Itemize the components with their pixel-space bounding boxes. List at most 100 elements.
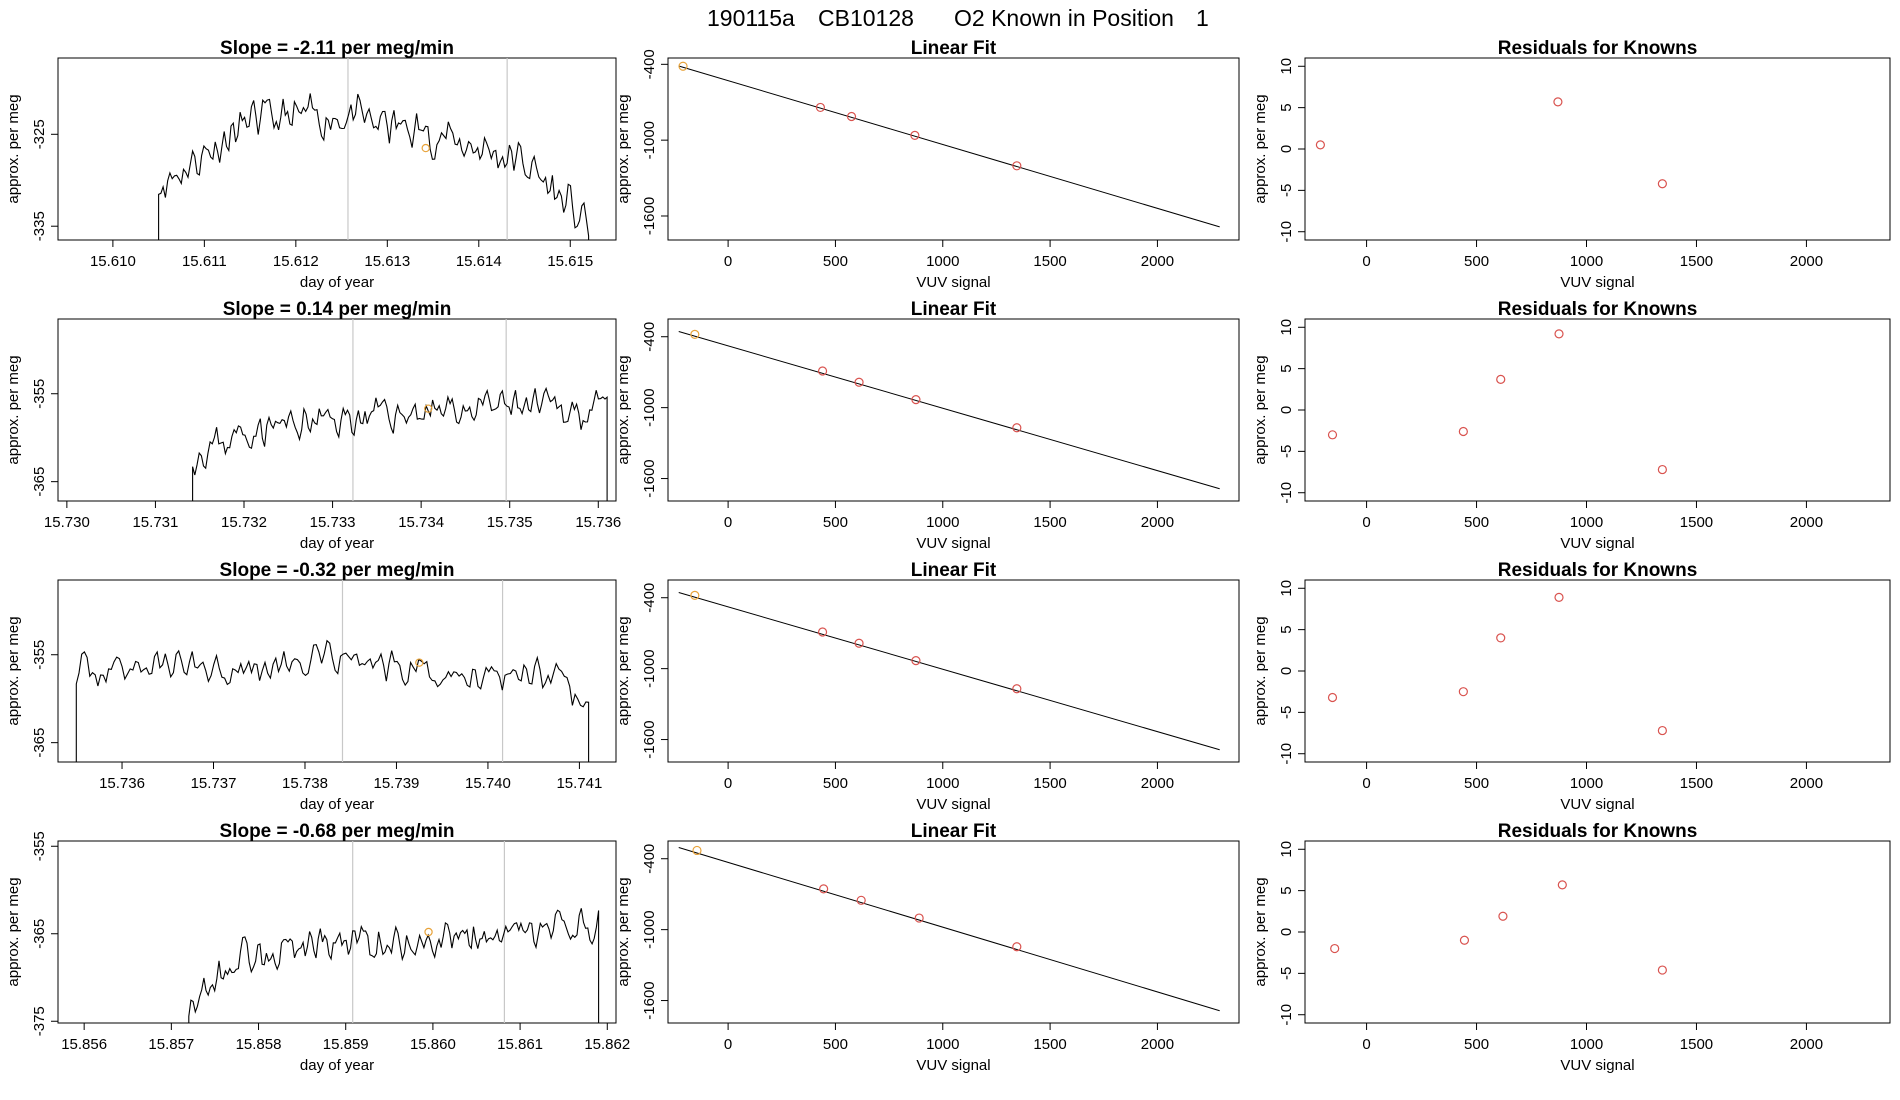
fit-point (911, 655, 921, 666)
y-tick-label: -335 (31, 211, 48, 241)
x-axis-label: VUV signal (916, 535, 990, 552)
panel-time-4: Slope = -0.68 per meg/min day of year appr… (5, 821, 630, 1074)
figure-title-tank: CB10128 (818, 5, 914, 31)
figure-title-position: 1 (1196, 5, 1209, 31)
fit-line (678, 331, 1220, 490)
y-tick-label: -1600 (641, 720, 658, 758)
panel-title: Slope = -0.68 per meg/min (220, 821, 455, 842)
x-tick-label: 500 (823, 253, 848, 270)
x-tick-label: 1500 (1680, 1036, 1713, 1053)
y-tick-label: -400 (641, 844, 658, 874)
panel-resid-1: Residuals for Knowns VUV signal approx. pe… (1252, 38, 1891, 291)
panel-frame (1304, 318, 1891, 502)
x-axis-label: VUV signal (1560, 1057, 1634, 1074)
fit-point (817, 627, 828, 637)
x-tick-label: 1500 (1680, 514, 1713, 531)
x-axis-label: VUV signal (1560, 796, 1634, 813)
x-tick-label: 15.610 (90, 253, 136, 270)
y-tick-label: -5 (1278, 184, 1295, 197)
y-tick-label: -10 (1278, 221, 1295, 243)
residual-point (1657, 179, 1667, 189)
x-tick-label: 1000 (926, 514, 959, 531)
x-tick-label: 1000 (926, 1036, 959, 1053)
fit-point (1012, 161, 1022, 171)
panel-frame (667, 318, 1240, 502)
x-axis-label: VUV signal (1560, 274, 1634, 291)
x-tick-label: 1000 (926, 775, 959, 792)
x-tick-label: 15.734 (398, 514, 444, 531)
panel-frame (667, 840, 1240, 1024)
y-tick-label: -400 (641, 49, 658, 79)
x-tick-label: 1000 (1570, 253, 1603, 270)
x-axis-label: VUV signal (1560, 535, 1634, 552)
y-axis-label: approx. per meg (615, 355, 632, 464)
y-tick-label: 0 (1278, 406, 1295, 414)
x-tick-label: 0 (724, 253, 732, 270)
plot-area (1327, 329, 1667, 475)
y-tick-label: -365 (31, 467, 48, 497)
figure-title-desc: O2 Known in Position (954, 5, 1174, 31)
plot-area (188, 841, 600, 1023)
y-tick-label: -5 (1278, 967, 1295, 980)
panel-resid-3: Residuals for Knowns VUV signal approx. pe… (1252, 560, 1891, 813)
x-tick-label: 0 (724, 1036, 732, 1053)
x-tick-label: 15.736 (575, 514, 621, 531)
y-tick-label: -1600 (641, 197, 658, 235)
x-tick-label: 500 (823, 514, 848, 531)
y-tick-label: 5 (1278, 625, 1295, 633)
x-tick-label: 0 (1362, 253, 1370, 270)
known-point (690, 590, 700, 600)
x-tick-label: 500 (1464, 253, 1489, 270)
plot-area (678, 61, 1220, 228)
y-tick-label: -355 (31, 379, 48, 409)
y-tick-label: -1000 (641, 649, 658, 687)
y-tick-label: -10 (1278, 743, 1295, 765)
fit-point (817, 366, 828, 376)
panel-resid-2: Residuals for Knowns VUV signal approx. pe… (1252, 299, 1891, 552)
y-tick-label: 10 (1278, 580, 1295, 597)
x-tick-label: 15.615 (547, 253, 593, 270)
fit-point (1012, 942, 1022, 952)
y-axis-label: approx. per meg (5, 355, 22, 464)
fit-line (678, 592, 1220, 751)
residual-point (1496, 633, 1506, 643)
x-tick-label: 15.733 (310, 514, 356, 531)
panel-fit-1: Linear Fit VUV signal approx. per meg 0 500 1… (615, 38, 1240, 291)
y-axis-label: approx. per meg (615, 616, 632, 725)
y-tick-label: -1000 (641, 910, 658, 948)
x-axis-label: VUV signal (916, 274, 990, 291)
panel-resid-4: Residuals for Knowns VUV signal approx. pe… (1252, 821, 1891, 1074)
residual-point (1554, 329, 1564, 339)
panel-frame (1304, 57, 1891, 241)
x-tick-label: 2000 (1790, 1036, 1823, 1053)
x-tick-label: 500 (1464, 514, 1489, 531)
panel-title: Slope = -0.32 per meg/min (220, 560, 455, 581)
panel-title: Residuals for Knowns (1498, 38, 1698, 59)
x-tick-label: 0 (724, 514, 732, 531)
x-tick-label: 15.740 (465, 775, 511, 792)
x-tick-label: 15.741 (556, 775, 602, 792)
residual-point (1496, 374, 1506, 384)
figure-title-sample: 190115a (707, 5, 795, 31)
residual-point (1459, 935, 1470, 945)
x-tick-label: 1500 (1680, 775, 1713, 792)
known-point-marker (424, 404, 433, 413)
fit-point (1012, 684, 1022, 694)
x-axis-label: day of year (300, 274, 374, 291)
panel-title: Slope = 0.14 per meg/min (223, 299, 452, 320)
fit-point (815, 102, 826, 113)
x-tick-label: 15.859 (323, 1036, 369, 1053)
x-tick-label: 1500 (1033, 253, 1066, 270)
x-tick-label: 15.857 (148, 1036, 194, 1053)
figure-title: 190115a CB10128 O2 Known in Position 1 (707, 5, 1209, 31)
signal-trace (75, 639, 590, 762)
x-tick-label: 2000 (1141, 775, 1174, 792)
y-axis-label: approx. per meg (5, 877, 22, 986)
panel-frame (667, 57, 1240, 241)
panel-title: Residuals for Knowns (1498, 299, 1698, 320)
signal-trace (192, 386, 608, 501)
panel-time-2: Slope = 0.14 per meg/min day of year appro… (5, 299, 621, 552)
y-tick-label: -365 (31, 728, 48, 758)
x-tick-label: 1500 (1033, 1036, 1066, 1053)
residual-point (1557, 880, 1567, 890)
